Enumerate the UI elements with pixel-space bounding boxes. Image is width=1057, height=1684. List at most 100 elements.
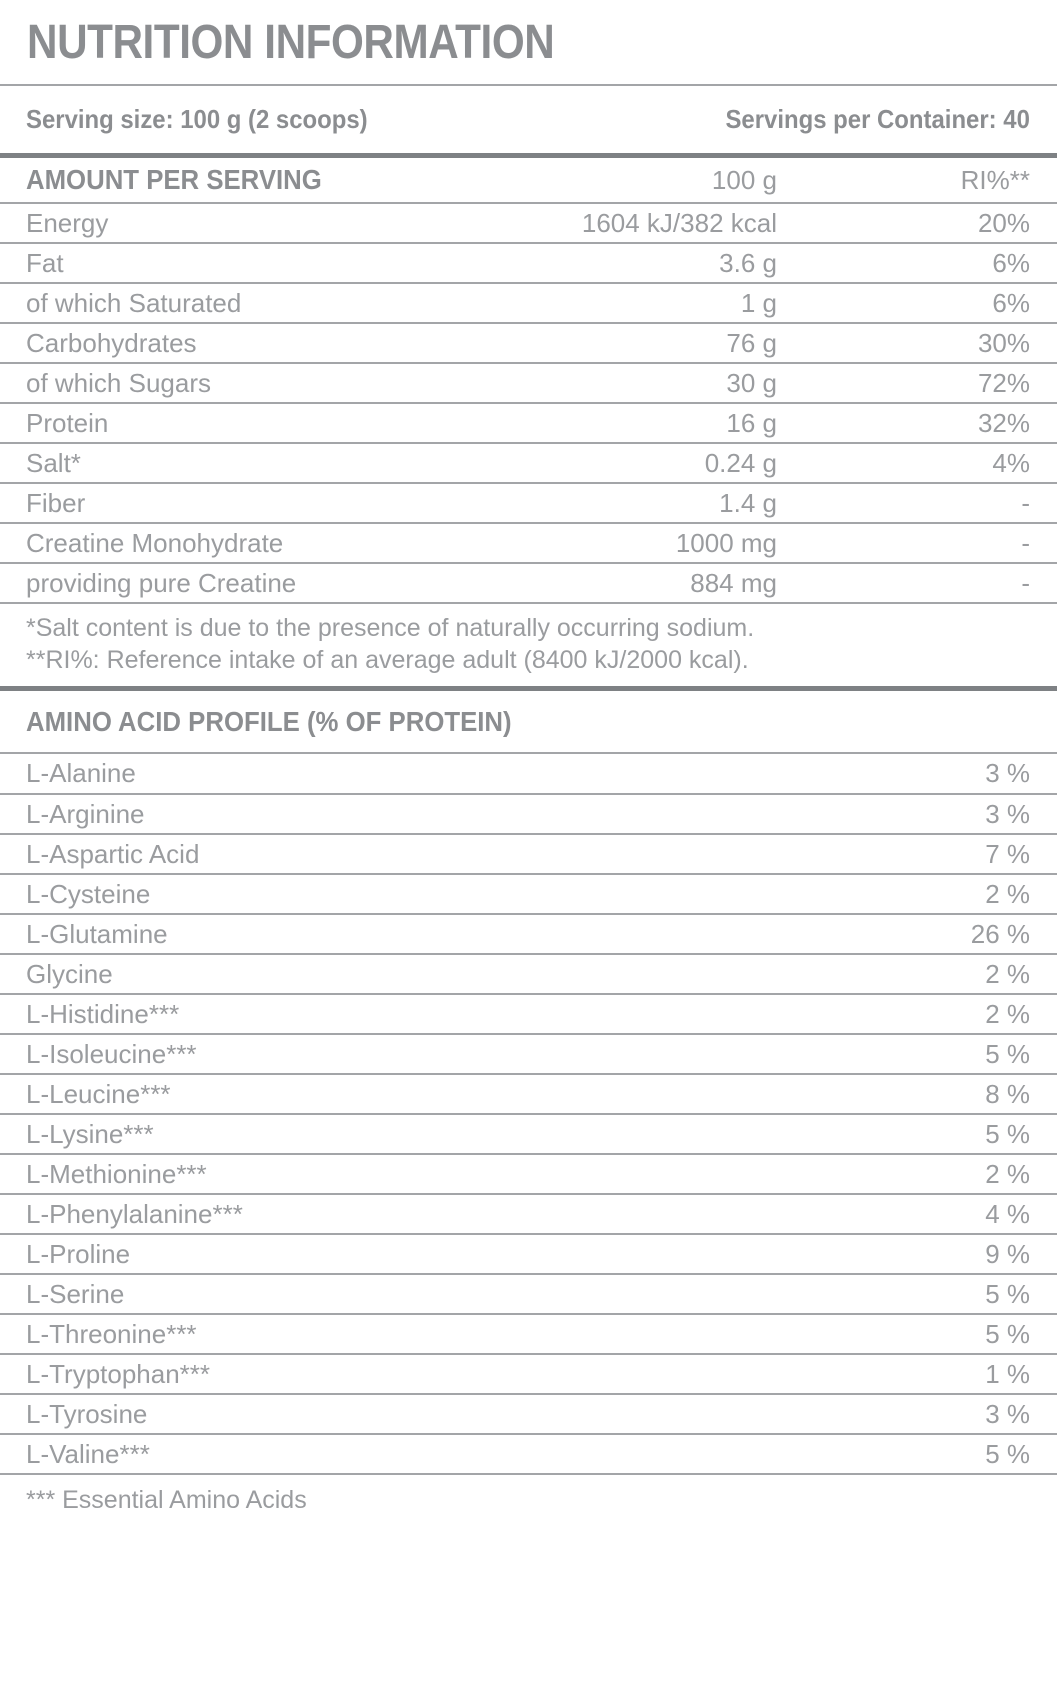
amino-acid-label: L-Tryptophan*** xyxy=(0,1354,777,1395)
amino-acid-table: L-Alanine 3 % L-Arginine 3 % L-Aspartic … xyxy=(0,754,1057,1475)
amino-acid-row: Glycine 2 % xyxy=(0,954,1057,995)
amino-section-title: AMINO ACID PROFILE (% OF PROTEIN) xyxy=(0,691,1057,754)
amino-acid-row: L-Histidine*** 2 % xyxy=(0,994,1057,1035)
header-amount-per-serving: AMOUNT PER SERVING xyxy=(0,158,527,204)
nutrient-label: Salt* xyxy=(0,443,527,484)
amino-acid-value: 5 % xyxy=(777,1114,1057,1155)
nutrient-amount: 1.4 g xyxy=(527,483,777,524)
amino-acid-row: L-Aspartic Acid 7 % xyxy=(0,834,1057,875)
amino-acid-row: L-Cysteine 2 % xyxy=(0,874,1057,915)
nutrient-ri-value: 32% xyxy=(777,403,1057,444)
nutrient-amount: 16 g xyxy=(527,403,777,444)
amino-acid-row: L-Arginine 3 % xyxy=(0,794,1057,835)
amino-acid-label: L-Phenylalanine*** xyxy=(0,1194,777,1235)
amino-acid-label: L-Histidine*** xyxy=(0,994,777,1035)
nutrient-ri-value: - xyxy=(777,483,1057,524)
nutrition-table-header-row: AMOUNT PER SERVING 100 g RI%** xyxy=(0,158,1057,204)
nutrient-label: of which Saturated xyxy=(0,283,527,324)
nutrient-amount: 30 g xyxy=(527,363,777,404)
nutrient-label: Carbohydrates xyxy=(0,323,527,364)
nutrient-row: Fiber 1.4 g - xyxy=(0,483,1057,524)
nutrient-ri-value: 6% xyxy=(777,243,1057,284)
amino-acid-label: L-Isoleucine*** xyxy=(0,1034,777,1075)
nutrient-amount: 1 g xyxy=(527,283,777,324)
nutrient-ri-value: 20% xyxy=(777,203,1057,244)
nutrient-row: Carbohydrates 76 g 30% xyxy=(0,323,1057,364)
nutrition-footnotes: *Salt content is due to the presence of … xyxy=(0,604,1057,691)
amino-acid-row: L-Isoleucine*** 5 % xyxy=(0,1034,1057,1075)
nutrient-ri-value: 4% xyxy=(777,443,1057,484)
amino-acid-value: 8 % xyxy=(777,1074,1057,1115)
servings-per-container-text: Servings per Container: 40 xyxy=(725,104,1030,134)
amino-acid-value: 26 % xyxy=(777,914,1057,955)
salt-footnote: *Salt content is due to the presence of … xyxy=(26,614,755,642)
nutrient-amount: 0.24 g xyxy=(527,443,777,484)
amino-acid-row: L-Phenylalanine*** 4 % xyxy=(0,1194,1057,1235)
nutrient-amount: 884 mg xyxy=(527,563,777,604)
nutrient-label: Fiber xyxy=(0,483,527,524)
amino-acid-value: 5 % xyxy=(777,1314,1057,1355)
amino-acid-label: L-Alanine xyxy=(0,754,777,795)
amino-acid-label: L-Methionine*** xyxy=(0,1154,777,1195)
nutrient-amount: 76 g xyxy=(527,323,777,364)
amino-acid-value: 2 % xyxy=(777,954,1057,995)
amino-acid-value: 2 % xyxy=(777,994,1057,1035)
nutrient-label: Energy xyxy=(0,203,527,244)
nutrient-row: providing pure Creatine 884 mg - xyxy=(0,563,1057,604)
amino-acid-value: 5 % xyxy=(777,1034,1057,1075)
amino-acid-value: 5 % xyxy=(777,1274,1057,1315)
nutrient-ri-value: - xyxy=(777,523,1057,564)
amino-acid-label: L-Aspartic Acid xyxy=(0,834,777,875)
amino-acid-row: L-Leucine*** 8 % xyxy=(0,1074,1057,1115)
amino-acid-row: L-Tyrosine 3 % xyxy=(0,1394,1057,1435)
nutrient-ri-value: 72% xyxy=(777,363,1057,404)
amino-acid-value: 2 % xyxy=(777,874,1057,915)
serving-size-text: Serving size: 100 g (2 scoops) xyxy=(26,104,368,134)
serving-info-row: Serving size: 100 g (2 scoops) Servings … xyxy=(0,86,1057,158)
amino-acid-label: L-Serine xyxy=(0,1274,777,1315)
nutrient-ri-value: 30% xyxy=(777,323,1057,364)
page-title-text: NUTRITION INFORMATION xyxy=(27,15,555,69)
nutrient-amount: 3.6 g xyxy=(527,243,777,284)
amino-acid-label: L-Threonine*** xyxy=(0,1314,777,1355)
amino-acid-row: L-Lysine*** 5 % xyxy=(0,1114,1057,1155)
amino-acid-row: L-Serine 5 % xyxy=(0,1274,1057,1315)
amino-acid-label: L-Valine*** xyxy=(0,1434,777,1475)
nutrient-row: Creatine Monohydrate 1000 mg - xyxy=(0,523,1057,564)
amino-acid-label: Glycine xyxy=(0,954,777,995)
amino-acid-row: L-Proline 9 % xyxy=(0,1234,1057,1275)
amino-acid-value: 4 % xyxy=(777,1194,1057,1235)
nutrient-row: Salt* 0.24 g 4% xyxy=(0,443,1057,484)
nutrient-label: Creatine Monohydrate xyxy=(0,523,527,564)
nutrition-table: AMOUNT PER SERVING 100 g RI%** Energy 16… xyxy=(0,158,1057,604)
amino-acid-label: L-Proline xyxy=(0,1234,777,1275)
amino-acid-value: 3 % xyxy=(777,1394,1057,1435)
amino-acid-value: 7 % xyxy=(777,834,1057,875)
essential-amino-acids-note: *** Essential Amino Acids xyxy=(26,1486,307,1514)
title-block: NUTRITION INFORMATION xyxy=(0,0,1057,86)
nutrient-row: of which Sugars 30 g 72% xyxy=(0,363,1057,404)
nutrient-amount: 1604 kJ/382 kcal xyxy=(527,203,777,244)
nutrient-label: providing pure Creatine xyxy=(0,563,527,604)
nutrient-row: of which Saturated 1 g 6% xyxy=(0,283,1057,324)
amino-acid-row: L-Threonine*** 5 % xyxy=(0,1314,1057,1355)
amino-acid-row: L-Valine*** 5 % xyxy=(0,1434,1057,1475)
amino-acid-label: L-Tyrosine xyxy=(0,1394,777,1435)
amino-acid-value: 1 % xyxy=(777,1354,1057,1395)
nutrient-ri-value: 6% xyxy=(777,283,1057,324)
header-ri-column: RI%** xyxy=(777,158,1057,204)
amino-acid-row: L-Methionine*** 2 % xyxy=(0,1154,1057,1195)
amino-section-title-text: AMINO ACID PROFILE (% OF PROTEIN) xyxy=(26,705,512,737)
ri-footnote: **RI%: Reference intake of an average ad… xyxy=(26,646,749,674)
amino-acid-label: L-Arginine xyxy=(0,794,777,835)
amino-acid-row: L-Tryptophan*** 1 % xyxy=(0,1354,1057,1395)
page-title: NUTRITION INFORMATION xyxy=(27,15,626,70)
amino-acid-row: L-Alanine 3 % xyxy=(0,754,1057,795)
amino-acid-row: L-Glutamine 26 % xyxy=(0,914,1057,955)
amino-acid-value: 3 % xyxy=(777,754,1057,795)
amino-acid-label: L-Glutamine xyxy=(0,914,777,955)
nutrient-row: Protein 16 g 32% xyxy=(0,403,1057,444)
nutrient-label: Protein xyxy=(0,403,527,444)
nutrient-row: Fat 3.6 g 6% xyxy=(0,243,1057,284)
